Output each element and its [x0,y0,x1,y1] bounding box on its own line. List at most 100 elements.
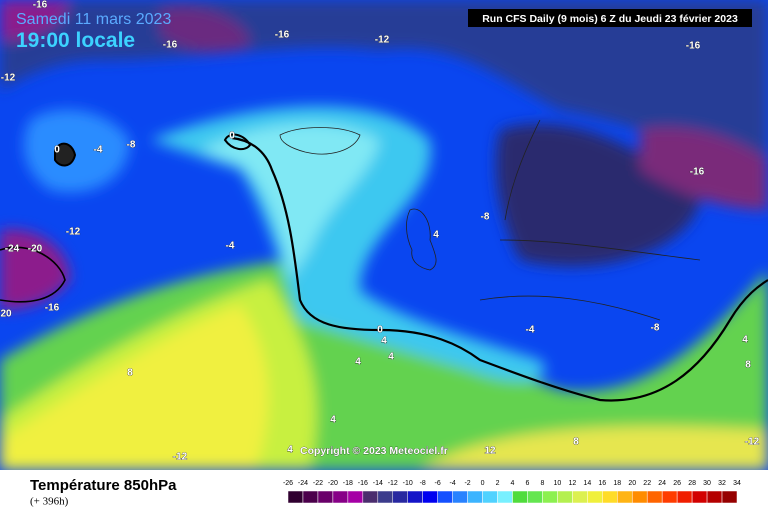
contour-label: -12 [66,227,81,238]
legend-tick-label: -20 [328,480,338,487]
legend-tick-label: -16 [358,480,368,487]
legend-tick-label: -24 [298,480,308,487]
footer-title: Température 850hPa [30,477,177,494]
contour-label: -4 [226,241,235,252]
contour-label: 4 [742,335,748,346]
legend-swatch [572,490,588,504]
contour-label: -4 [94,145,103,156]
contour-label: -16 [686,41,701,52]
legend-tick-label: 34 [733,480,741,487]
legend-tick-label: -4 [450,480,456,487]
legend-swatch [542,490,558,504]
contour-label: 0 [229,131,235,142]
contour-label: -20 [28,244,43,255]
contour-label: -4 [526,325,535,336]
legend-tick-label: 18 [613,480,621,487]
legend-swatch [422,490,438,504]
legend-swatch [452,490,468,504]
legend-swatch [482,490,498,504]
legend-swatch [631,490,648,504]
legend-tick-label: -26 [283,480,293,487]
copyright: Copyright © 2023 Meteociel.fr [300,445,448,457]
contour-label: -8 [651,323,660,334]
contour-label: -8 [127,140,136,151]
legend-swatch [497,490,513,504]
run-box [468,9,752,27]
legend-tick-label: 8 [540,480,544,487]
legend-swatch [691,490,708,504]
legend-swatch [646,490,663,504]
legend-swatch [317,490,334,504]
legend-swatch [467,490,483,504]
contour-label: 12 [484,446,496,457]
contour-label: 4 [287,445,293,456]
legend-swatch [332,490,349,504]
contour-label: 20 [0,309,12,320]
contour-label: 8 [573,437,579,448]
legend-tick-label: 14 [583,480,591,487]
legend-tick-label: -10 [403,480,413,487]
legend-swatch [302,490,319,504]
color-legend: -26 -24 -22 -20 -18 -16 -14 -12 -10 -8 -6 -4 -2 0 2 4 6 8… [283,480,741,504]
legend-tick-label: 30 [703,480,711,487]
legend-swatch [377,490,394,504]
legend-swatch [407,490,423,504]
legend-tick-label: 22 [643,480,651,487]
contour-label: 0 [54,145,60,156]
forecast-date: Samedi 11 mars 2023 [16,11,171,28]
run-info: Run CFS Daily (9 mois) 6 Z du Jeudi 23 f… [482,13,738,25]
legend-swatch [437,490,453,504]
contour-label: 4 [381,336,387,347]
legend-swatch [676,490,693,504]
legend-tick-label: -2 [464,480,470,487]
contour-label: -16 [275,30,290,41]
legend-tick-label: 2 [496,480,500,487]
contour-label: -16 [45,303,60,314]
legend-swatch [512,490,528,504]
legend-swatch [392,490,408,504]
legend-tick-label: 20 [628,480,636,487]
footer-subtitle: (+ 396h) [30,496,69,508]
legend-tick-label: 32 [718,480,726,487]
legend-tick-label: 12 [568,480,576,487]
legend-tick-label: -18 [343,480,353,487]
legend-tick-label: 26 [673,480,681,487]
legend-tick-label: 6 [526,480,530,487]
legend-tick-label: -22 [313,480,323,487]
contour-label: 4 [330,415,336,426]
legend-swatch [617,490,633,504]
legend-tick-label: -12 [388,480,398,487]
legend-swatch [557,490,573,504]
contour-label: 0 [377,325,383,336]
legend-swatch [347,490,364,504]
temperature-field [0,0,768,470]
legend-tick-label: 0 [481,480,485,487]
contour-label: -16 [33,0,48,11]
contour-label: 8 [127,368,133,379]
contour-label: 8 [745,360,751,371]
contour-label: -12 [173,452,188,463]
contour-label: 4 [433,230,439,241]
contour-label: -12 [1,73,16,84]
contour-label: 4 [355,357,361,368]
legend-swatch [362,490,379,504]
contour-label: -24 [5,244,20,255]
legend-swatch [527,490,543,504]
legend-tick-label: 28 [688,480,696,487]
legend-tick-label: 4 [511,480,515,487]
contour-label: -12 [745,437,760,448]
legend-tick-label: -6 [435,480,441,487]
contour-label: 4 [388,352,394,363]
legend-swatch [706,490,723,504]
legend-tick-label: 10 [554,480,562,487]
legend-tick-label: -8 [420,480,426,487]
legend-tick-label: -14 [373,480,383,487]
legend-swatch [587,490,603,504]
legend-tick-label: 16 [598,480,606,487]
legend-swatch [602,490,618,504]
legend-swatch [287,490,304,504]
contour-label: -16 [690,167,705,178]
legend-swatch [661,490,678,504]
